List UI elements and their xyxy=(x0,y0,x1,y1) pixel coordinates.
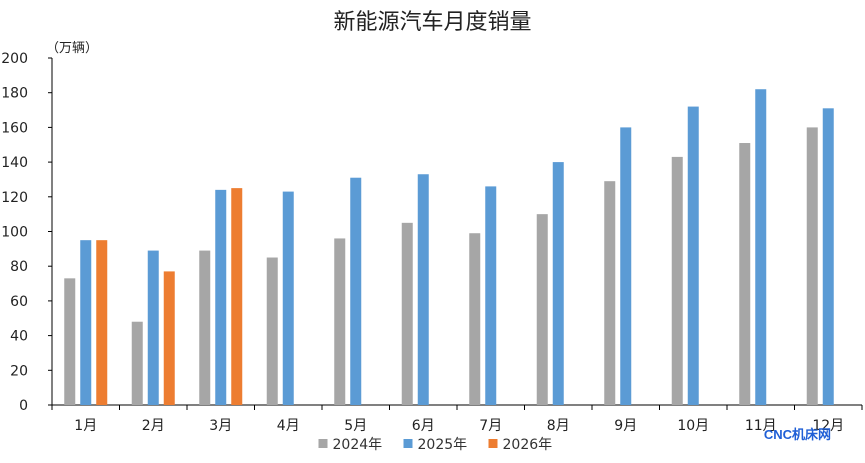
bar-2024年-1月 xyxy=(64,278,76,405)
y-tick-label: 180 xyxy=(1,86,28,102)
legend-label-2024年: 2024年 xyxy=(333,437,383,453)
bar-2026年-3月 xyxy=(231,188,243,405)
bar-2026年-2月 xyxy=(163,271,175,405)
legend-label-2026年: 2026年 xyxy=(503,437,553,453)
bar-2025年-6月 xyxy=(417,174,429,405)
bar-2025年-10月 xyxy=(687,106,699,405)
bar-2025年-9月 xyxy=(620,127,632,406)
bar-2024年-9月 xyxy=(604,181,616,405)
x-tick-label: 6月 xyxy=(412,418,435,434)
x-tick-label: 2月 xyxy=(142,418,165,434)
legend-swatch-2024年 xyxy=(318,439,328,448)
bar-2024年-8月 xyxy=(536,214,548,405)
bar-2025年-12月 xyxy=(822,108,834,405)
bar-2025年-3月 xyxy=(215,189,227,405)
bar-2024年-6月 xyxy=(401,222,413,405)
bar-2024年-3月 xyxy=(199,250,211,405)
bar-2025年-5月 xyxy=(350,177,362,405)
chart-title: 新能源汽车月度销量 xyxy=(333,10,532,35)
y-tick-label: 160 xyxy=(1,120,28,136)
x-tick-label: 9月 xyxy=(614,418,637,434)
y-axis-unit-label: （万辆） xyxy=(46,41,99,56)
legend-label-2025年: 2025年 xyxy=(418,437,468,453)
bar-2025年-1月 xyxy=(80,240,92,405)
bar-2025年-4月 xyxy=(282,191,294,405)
x-tick-label: 10月 xyxy=(677,418,709,434)
x-tick-label: 4月 xyxy=(277,418,300,434)
x-tick-label: 1月 xyxy=(74,418,97,434)
legend-swatch-2026年 xyxy=(488,439,498,448)
x-tick-label: 8月 xyxy=(547,418,570,434)
y-tick-label: 140 xyxy=(1,155,28,171)
x-tick-label: 12月 xyxy=(812,418,844,434)
watermark-logo: CNC机床网 xyxy=(763,427,831,442)
bar-2024年-5月 xyxy=(334,238,346,405)
bar-2024年-4月 xyxy=(266,257,278,405)
x-tick-label: 7月 xyxy=(479,418,502,434)
bar-2024年-12月 xyxy=(806,127,818,406)
bar-2024年-2月 xyxy=(131,321,143,405)
legend-swatch-2025年 xyxy=(403,439,413,448)
x-tick-label: 11月 xyxy=(745,418,777,434)
bar-2025年-11月 xyxy=(755,89,767,405)
y-tick-label: 40 xyxy=(10,329,28,345)
y-tick-label: 80 xyxy=(10,259,28,275)
y-tick-label: 120 xyxy=(1,190,28,206)
x-tick-label: 5月 xyxy=(344,418,367,434)
bar-2025年-2月 xyxy=(147,250,159,405)
y-tick-label: 100 xyxy=(1,225,28,241)
bar-2024年-10月 xyxy=(671,156,683,405)
bar-2024年-11月 xyxy=(739,143,751,405)
y-tick-label: 200 xyxy=(1,51,28,67)
bar-2026年-1月 xyxy=(96,240,108,405)
x-tick-label: 3月 xyxy=(209,418,232,434)
y-tick-label: 60 xyxy=(10,294,28,310)
bar-2024年-7月 xyxy=(469,233,481,405)
y-tick-label: 20 xyxy=(10,363,28,379)
y-tick-label: 0 xyxy=(19,398,28,414)
bar-2025年-7月 xyxy=(485,186,497,405)
bar-2025年-8月 xyxy=(552,162,564,405)
